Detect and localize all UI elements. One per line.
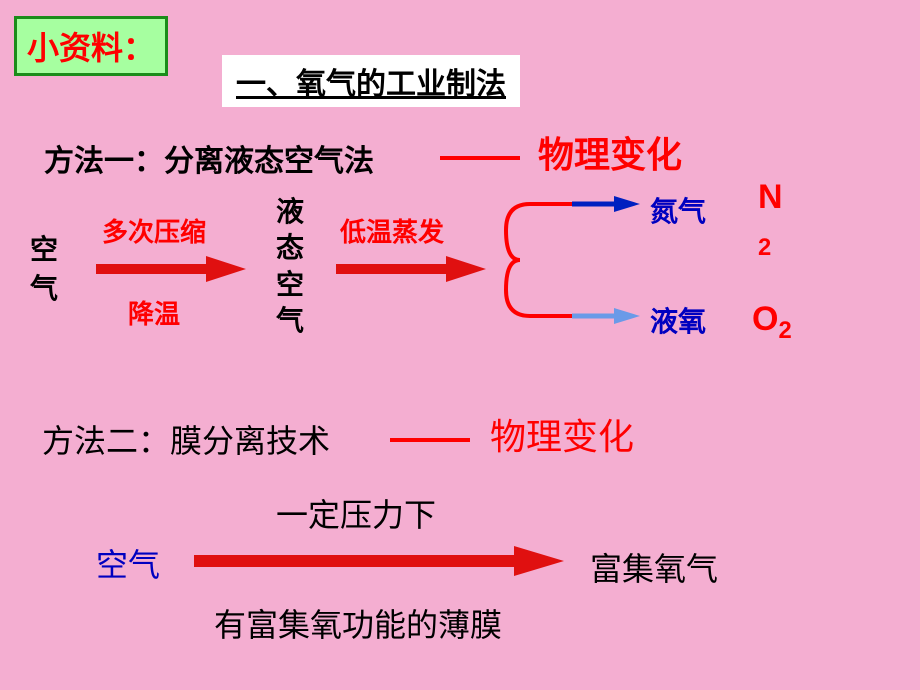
flow1-start-char1: 空 bbox=[30, 234, 58, 265]
flow1-step1-bottom: 降温 bbox=[128, 294, 180, 331]
flow1-out1-formula: N 2 bbox=[758, 178, 783, 262]
formula-n: N bbox=[758, 178, 783, 216]
info-badge: 小资料： bbox=[14, 16, 168, 76]
flow1-arrow1 bbox=[96, 254, 246, 284]
formula-o: O bbox=[752, 300, 778, 338]
method2-connector bbox=[390, 438, 470, 442]
formula-o-sub: 2 bbox=[778, 317, 791, 344]
flow2-start-node: 空气 bbox=[96, 540, 160, 586]
flow1-arrow2 bbox=[336, 254, 486, 284]
slide: 小资料： 一、氧气的工业制法 方法一：分离液态空气法 物理变化 空 气 多次压缩… bbox=[0, 0, 920, 690]
flow1-out1-label: 氮气 bbox=[650, 190, 706, 230]
flow1-mid-c1: 液 bbox=[276, 196, 304, 227]
flow2-bottom-label: 有富集氧功能的薄膜 bbox=[214, 600, 502, 646]
flow2-arrow bbox=[194, 544, 564, 578]
slide-title: 一、氧气的工业制法 bbox=[222, 55, 520, 107]
flow1-out2-formula: O2 bbox=[752, 300, 792, 345]
formula-n-sub: 2 bbox=[758, 234, 771, 261]
flow1-mid-node: 液 态 空 气 bbox=[276, 194, 304, 340]
flow1-start-char2: 气 bbox=[30, 273, 58, 304]
method2-label: 方法二：膜分离技术 bbox=[42, 416, 330, 462]
flow2-top-label: 一定压力下 bbox=[276, 490, 436, 536]
flow1-out2-label: 液氧 bbox=[650, 300, 706, 340]
flow1-step2-top: 低温蒸发 bbox=[340, 212, 444, 249]
method2-change-type: 物理变化 bbox=[490, 408, 634, 460]
flow1-mid-c3: 空 bbox=[276, 269, 304, 300]
method1-connector bbox=[440, 156, 520, 160]
flow1-mid-c4: 气 bbox=[276, 305, 304, 336]
flow1-mid-c2: 态 bbox=[276, 232, 304, 263]
flow1-step1-top: 多次压缩 bbox=[102, 212, 206, 249]
flow1-start-node: 空 气 bbox=[30, 230, 58, 308]
method1-change-type: 物理变化 bbox=[538, 126, 682, 178]
flow2-end-node: 富集氧气 bbox=[590, 544, 718, 590]
method1-label: 方法一：分离液态空气法 bbox=[44, 136, 374, 180]
flow1-bracket bbox=[500, 190, 640, 330]
